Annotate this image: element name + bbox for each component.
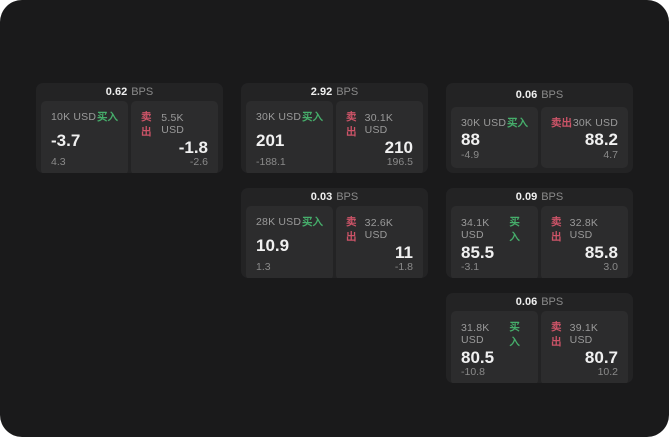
quote-card: 0.09 BPS 34.1K USD 买入 85.5 -3.1 卖出 32.8K…: [446, 188, 633, 278]
bps-unit-label: BPS: [541, 296, 564, 308]
sell-side-label: 卖出: [346, 111, 357, 138]
buy-amount: 28K USD: [256, 215, 302, 228]
buy-price: 10.9: [256, 235, 290, 255]
buy-side-label: 买入: [509, 216, 520, 243]
bps-unit-label: BPS: [336, 191, 359, 203]
buy-side-label: 买入: [302, 111, 323, 123]
sell-side-label: 卖出: [551, 216, 562, 243]
buy-amount: 31.8K USD: [461, 322, 490, 346]
sell-delta: 10.2: [597, 366, 618, 378]
bps-unit-label: BPS: [541, 89, 564, 101]
quote-card: 0.62 BPS 10K USD 买入 -3.7 4.3 卖出 5.5K USD: [36, 83, 223, 173]
quote-card: 2.92 BPS 30K USD 买入 201 -188.1 卖出 30.1K …: [241, 83, 428, 173]
buy-side-label: 买入: [97, 111, 118, 123]
buy-price: 201: [256, 130, 285, 150]
bps-unit-label: BPS: [336, 86, 359, 98]
buy-panel[interactable]: 30K USD 买入 201 -188.1: [246, 101, 333, 173]
sell-side-label: 卖出: [141, 111, 152, 138]
buy-amount: 10K USD: [51, 110, 97, 123]
bps-unit-label: BPS: [541, 191, 564, 203]
sell-amount: 30.1K USD: [364, 112, 394, 136]
sell-side-label: 卖出: [551, 321, 562, 348]
card-body: 34.1K USD 买入 85.5 -3.1 卖出 32.8K USD 85.8…: [446, 203, 633, 278]
bps-spread-value: 0.06: [515, 296, 538, 308]
sell-delta: -1.8: [394, 261, 413, 273]
quote-card: 0.06 BPS 31.8K USD 买入 80.5 -10.8 卖出 39.1…: [446, 293, 633, 383]
buy-amount: 30K USD: [256, 110, 302, 123]
card-body: 28K USD 买入 10.9 1.3 卖出 32.6K USD 11 -1.8: [241, 203, 428, 278]
buy-delta: -4.9: [461, 149, 480, 161]
sell-delta: 3.0: [603, 261, 618, 273]
card-header: 0.62 BPS: [36, 83, 223, 98]
sell-delta: 4.7: [603, 149, 618, 161]
sell-panel[interactable]: 卖出 5.5K USD -1.8 -2.6: [131, 101, 218, 173]
quote-card: 0.03 BPS 28K USD 买入 10.9 1.3 卖出 32.6K US…: [241, 188, 428, 278]
buy-side-label: 买入: [302, 216, 323, 228]
sell-price: -1.8: [178, 138, 208, 157]
buy-price: 88: [461, 130, 480, 149]
bps-spread-value: 0.62: [105, 86, 128, 98]
sell-panel[interactable]: 卖出 30K USD 88.2 4.7: [541, 107, 628, 168]
buy-delta: 4.3: [51, 156, 66, 168]
quote-card: 0.06 BPS 30K USD 买入 88 -4.9 卖出 30K USD: [446, 83, 633, 173]
buy-panel[interactable]: 31.8K USD 买入 80.5 -10.8: [451, 311, 538, 383]
sell-amount: 5.5K USD: [161, 112, 185, 136]
sell-price: 80.7: [584, 348, 618, 367]
sell-amount: 32.8K USD: [569, 217, 599, 241]
buy-side-label: 买入: [507, 117, 528, 129]
bps-unit-label: BPS: [131, 86, 154, 98]
buy-delta: -188.1: [256, 156, 286, 168]
sell-price: 85.8: [584, 243, 618, 262]
sell-panel[interactable]: 卖出 30.1K USD 210 196.5: [336, 101, 423, 173]
card-header: 0.06 BPS: [446, 83, 633, 104]
card-body: 30K USD 买入 201 -188.1 卖出 30.1K USD 210 1…: [241, 98, 428, 173]
sell-panel[interactable]: 卖出 39.1K USD 80.7 10.2: [541, 311, 628, 383]
card-body: 31.8K USD 买入 80.5 -10.8 卖出 39.1K USD 80.…: [446, 308, 633, 383]
buy-panel[interactable]: 28K USD 买入 10.9 1.3: [246, 206, 333, 278]
buy-delta: 1.3: [256, 261, 271, 273]
buy-side-label: 买入: [509, 321, 520, 348]
sell-amount: 30K USD: [572, 116, 618, 129]
bps-spread-value: 2.92: [310, 86, 333, 98]
buy-panel[interactable]: 10K USD 买入 -3.7 4.3: [41, 101, 128, 173]
sell-side-label: 卖出: [551, 117, 572, 129]
bps-spread-value: 0.03: [310, 191, 333, 203]
sell-price: 88.2: [584, 130, 618, 149]
card-body: 30K USD 买入 88 -4.9 卖出 30K USD 88.2 4.7: [446, 104, 633, 173]
buy-price: 85.5: [461, 243, 495, 262]
buy-panel[interactable]: 34.1K USD 买入 85.5 -3.1: [451, 206, 538, 278]
buy-delta: -10.8: [461, 366, 485, 378]
sell-amount: 32.6K USD: [364, 217, 394, 241]
card-body: 10K USD 买入 -3.7 4.3 卖出 5.5K USD -1.8 -2.…: [36, 98, 223, 173]
buy-price: -3.7: [51, 130, 81, 150]
buy-amount: 30K USD: [461, 116, 507, 129]
sell-panel[interactable]: 卖出 32.8K USD 85.8 3.0: [541, 206, 628, 278]
sell-side-label: 卖出: [346, 216, 357, 243]
card-header: 0.06 BPS: [446, 293, 633, 308]
buy-delta: -3.1: [461, 261, 480, 273]
sell-price: 11: [395, 243, 413, 262]
buy-panel[interactable]: 30K USD 买入 88 -4.9: [451, 107, 538, 168]
sell-delta: 196.5: [386, 156, 413, 168]
quote-card-grid: 0.62 BPS 10K USD 买入 -3.7 4.3 卖出 5.5K USD: [36, 83, 633, 383]
bps-spread-value: 0.06: [515, 89, 538, 101]
sell-amount: 39.1K USD: [569, 322, 599, 346]
sell-delta: -2.6: [189, 156, 208, 168]
sell-price: 210: [384, 138, 413, 157]
buy-price: 80.5: [461, 348, 495, 367]
card-header: 2.92 BPS: [241, 83, 428, 98]
buy-amount: 34.1K USD: [461, 217, 490, 241]
card-header: 0.09 BPS: [446, 188, 633, 203]
bps-spread-value: 0.09: [515, 191, 538, 203]
sell-panel[interactable]: 卖出 32.6K USD 11 -1.8: [336, 206, 423, 278]
card-header: 0.03 BPS: [241, 188, 428, 203]
